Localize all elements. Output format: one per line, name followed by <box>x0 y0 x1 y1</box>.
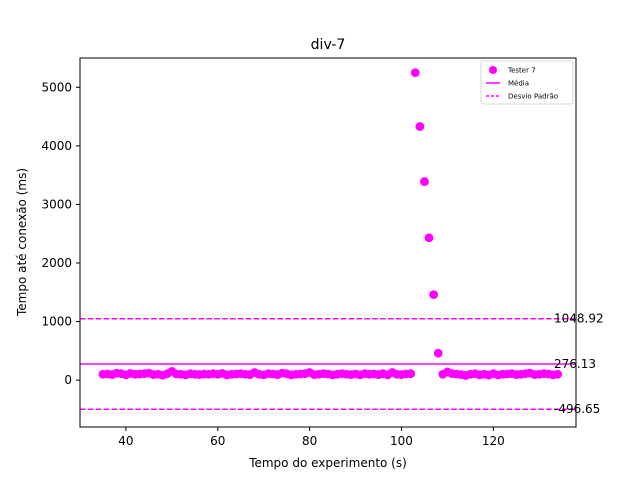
y-tick-label: 5000 <box>41 80 72 94</box>
x-axis-title: Tempo do experimento (s) <box>248 456 407 470</box>
x-tick-label: 40 <box>118 434 133 448</box>
legend-label: Tester 7 <box>507 67 536 75</box>
chart-title: div-7 <box>311 37 346 53</box>
x-tick-label: 60 <box>210 434 225 448</box>
data-point <box>415 122 425 131</box>
data-point <box>424 233 434 243</box>
data-point <box>406 369 416 379</box>
legend-label: Desvio Padrão <box>508 93 558 101</box>
x-tick-label: 100 <box>390 434 413 448</box>
y-tick-label: 2000 <box>41 256 72 270</box>
legend-label: Média <box>508 80 529 88</box>
x-tick-label: 120 <box>482 434 505 448</box>
x-tick-label: 80 <box>302 434 317 448</box>
legend: Tester 7 Média Desvio Padrão <box>480 60 574 105</box>
y-tick-label: 3000 <box>41 197 72 211</box>
data-point <box>553 369 563 379</box>
y-tick-label: 0 <box>64 373 72 387</box>
reference-line-label: 276.13 <box>554 357 596 371</box>
axes: 40 60 80 100 120 0 1000 2000 3000 4000 5000 <box>41 80 504 448</box>
y-tick-label: 1000 <box>41 315 72 329</box>
legend-marker-dot <box>489 66 497 74</box>
data-point <box>420 177 429 186</box>
data-point <box>433 348 443 358</box>
data-point <box>410 68 420 78</box>
legend-box <box>480 60 574 105</box>
data-point <box>429 290 439 300</box>
plot-area: 276.13 1048.92 -496.65 <box>80 68 604 416</box>
plot-frame <box>79 57 577 428</box>
reference-line-label: 1048.92 <box>554 312 604 326</box>
y-tick-label: 4000 <box>41 139 72 153</box>
y-axis-title: Tempo até conexão (ms) <box>15 168 29 317</box>
reference-line-label: -496.65 <box>554 402 600 416</box>
